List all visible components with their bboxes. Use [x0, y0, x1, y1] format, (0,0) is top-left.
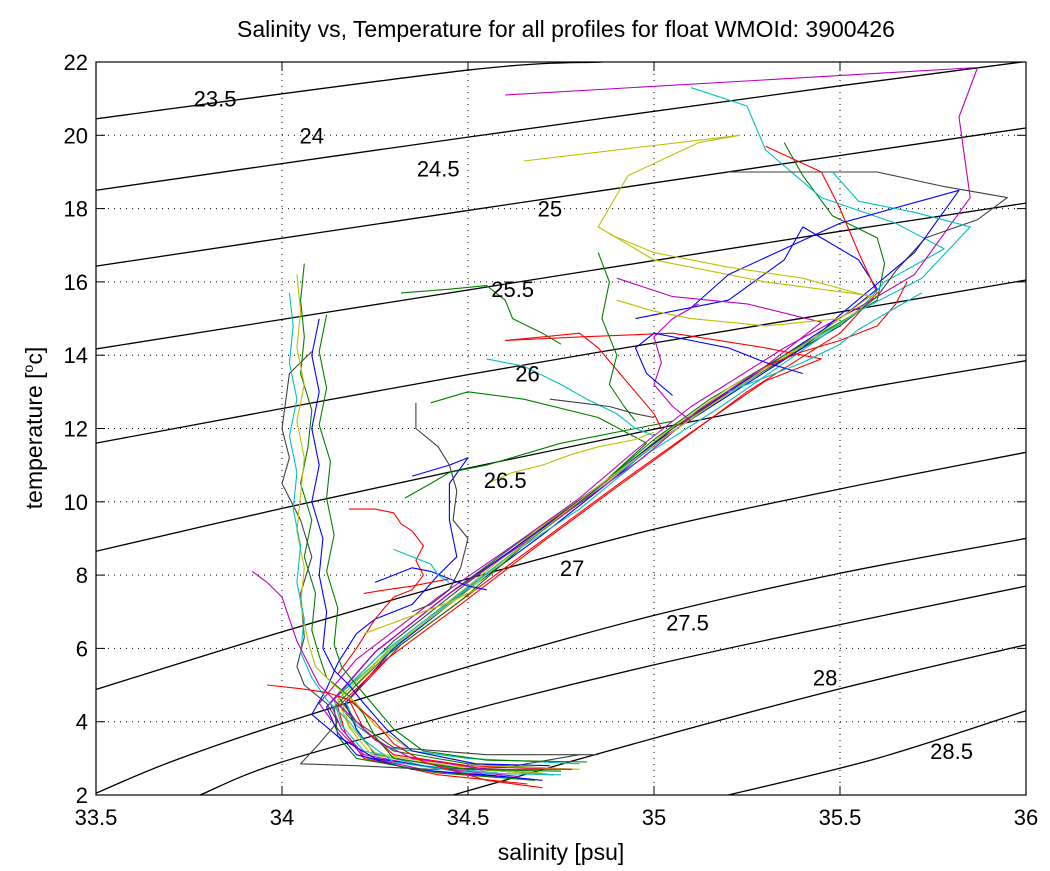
density-contour [96, 127, 1026, 267]
profile-line [300, 263, 562, 772]
y-tick-label: 14 [64, 343, 88, 368]
density-contour-label: 24 [300, 123, 324, 148]
y-axis-label-tail: c] [21, 347, 47, 365]
x-tick-label: 36 [1014, 805, 1038, 830]
density-contour [728, 710, 1026, 795]
profile-line [374, 567, 487, 591]
profile-line [251, 570, 573, 770]
profile-line [329, 277, 822, 778]
x-tick-labels: 33.5 34 34.5 35 35.5 36 [75, 805, 1039, 830]
x-tick-label: 35.5 [819, 805, 862, 830]
density-contour [96, 537, 1026, 794]
profile-line [333, 391, 648, 781]
profile-line [340, 87, 945, 765]
profile-line [337, 233, 871, 776]
density-contour [96, 279, 1026, 444]
y-tick-label: 22 [64, 50, 88, 75]
profile-line [549, 398, 655, 419]
profile-line [337, 508, 424, 675]
profile-line [486, 358, 655, 437]
density-contour [96, 360, 1026, 552]
density-contour-label: 28 [813, 666, 837, 691]
density-contour-label: 27.5 [666, 611, 709, 636]
x-tick-label: 34.5 [447, 805, 490, 830]
density-contour-label: 23.5 [194, 87, 237, 112]
plot-area [96, 62, 1026, 795]
y-tick-label: 2 [76, 783, 88, 808]
profile-line [318, 314, 588, 763]
profile-line [337, 145, 878, 785]
profile-line [400, 285, 562, 345]
y-tick-label: 8 [76, 563, 88, 588]
density-contour-label: 25 [538, 197, 562, 222]
y-tick-label: 20 [64, 123, 88, 148]
profile-line [393, 548, 450, 583]
profile-line [653, 303, 699, 422]
profile-line [318, 66, 979, 780]
contour-labels: 23.5 24 24.5 25 25.5 26 26.5 27 27.5 28 28.5 [194, 87, 973, 764]
profile-line [363, 578, 450, 594]
density-contour-label: 25.5 [491, 277, 534, 302]
profile-line [616, 299, 841, 327]
profile-line [363, 589, 476, 635]
density-contour [96, 451, 1026, 691]
profile-line [765, 281, 908, 367]
y-tick-label: 10 [64, 490, 88, 515]
x-tick-label: 35 [642, 805, 666, 830]
profile-line [311, 318, 550, 767]
profile-line [404, 420, 673, 499]
profile-line [267, 684, 543, 789]
axis-ticks [95, 61, 1027, 796]
y-axis-label-main: temperature [ [21, 372, 47, 509]
density-contour-label: 24.5 [417, 156, 460, 181]
density-contour [96, 62, 602, 120]
density-contour-label: 27 [560, 556, 584, 581]
density-contour [199, 585, 1026, 795]
y-axis-label-superscript: o [20, 364, 36, 372]
profile-line [411, 402, 469, 613]
profile-line [288, 292, 562, 776]
y-tick-label: 4 [76, 710, 88, 735]
profile-line [333, 171, 971, 774]
y-tick-label: 16 [64, 270, 88, 295]
y-tick-label: 12 [64, 417, 88, 442]
profile-line [728, 292, 923, 393]
y-tick-label: 6 [76, 636, 88, 661]
x-tick-label: 33.5 [75, 805, 118, 830]
y-axis-label: temperature [oc] [20, 347, 47, 509]
y-tick-label: 18 [64, 197, 88, 222]
x-axis-label: salinity [psu] [498, 839, 625, 865]
profile-line [634, 332, 803, 396]
density-contour-label: 26.5 [484, 468, 527, 493]
chart-title: Salinity vs, Temperature for all profile… [237, 16, 895, 42]
x-tick-label: 34 [270, 805, 294, 830]
density-contour [96, 62, 1023, 191]
profile-line [281, 351, 580, 770]
profile-line [486, 431, 655, 485]
density-contour [96, 202, 1026, 350]
y-tick-labels: 2 4 6 8 10 12 14 16 18 20 22 [64, 50, 88, 808]
density-contour-label: 28.5 [930, 739, 973, 764]
profile-lines [251, 66, 1008, 789]
profile-line [597, 252, 636, 422]
density-contour-label: 26 [515, 362, 539, 387]
